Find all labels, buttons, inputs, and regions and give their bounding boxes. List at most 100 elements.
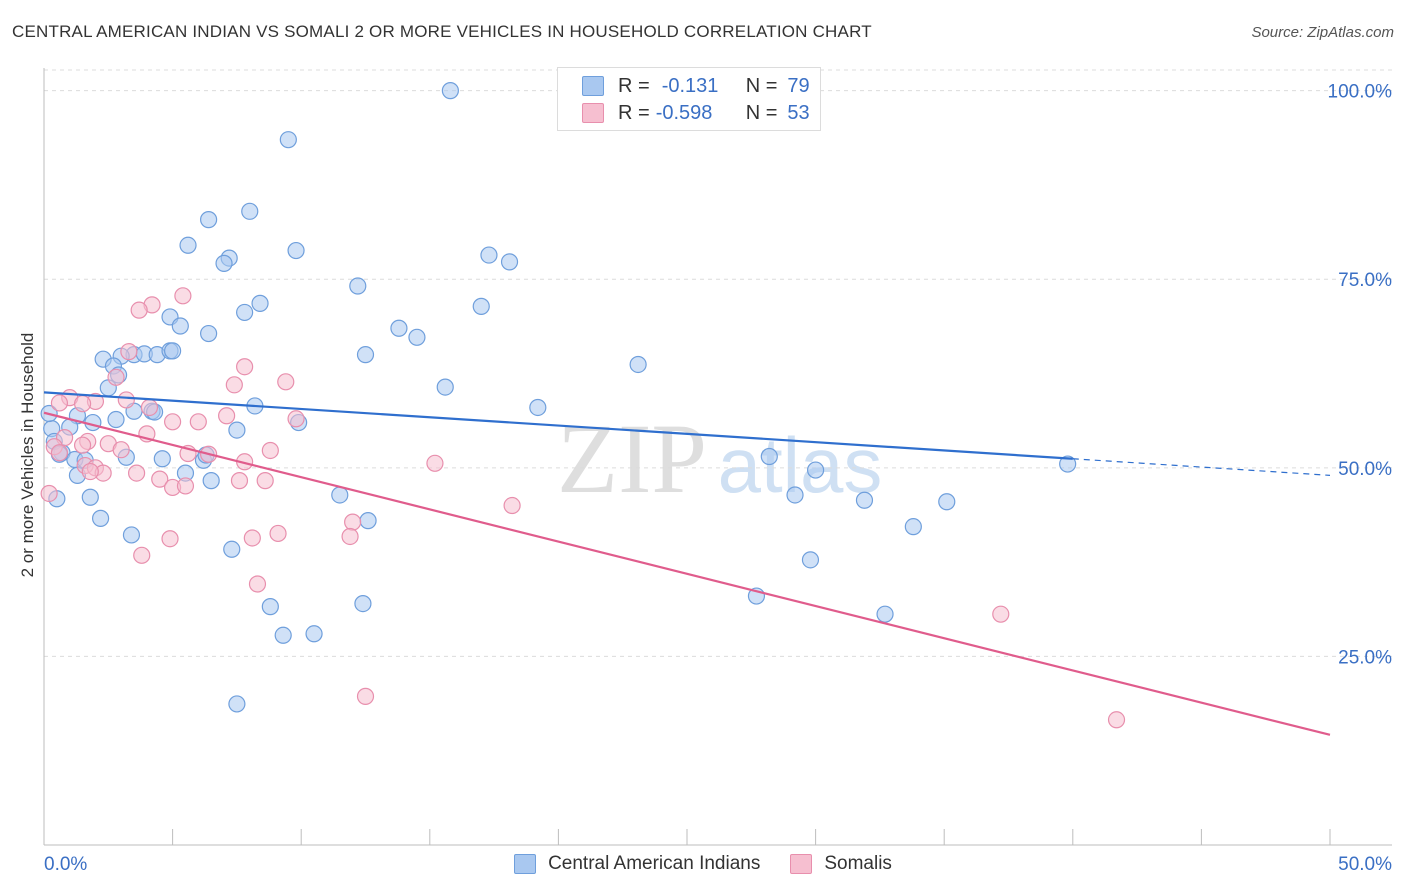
data-point (248, 575, 267, 593)
data-point (81, 462, 99, 481)
data-point (480, 246, 498, 264)
data-point (269, 524, 287, 543)
data-point (228, 695, 246, 713)
data-point (441, 82, 459, 100)
data-point (876, 605, 894, 623)
data-point (279, 131, 297, 149)
data-point (91, 509, 110, 527)
data-point (130, 301, 148, 319)
data-point (356, 346, 375, 364)
data-point (153, 450, 171, 468)
legend-swatch-blue (514, 854, 537, 874)
data-point (806, 461, 825, 479)
data-point (274, 626, 292, 644)
stats-legend-row-central-american-indians: R = -0.131 N = 79 (582, 74, 810, 98)
data-point (236, 303, 254, 322)
data-point (472, 297, 490, 315)
data-point (251, 294, 269, 312)
n-value: 79 (787, 74, 810, 97)
trend-line-extension (1072, 458, 1331, 476)
data-point (228, 421, 246, 439)
data-point (855, 491, 874, 509)
series-legend: Central American Indians Somalis (0, 852, 1406, 876)
x-tick-label-min: 0.0% (44, 854, 87, 875)
n-value: 53 (787, 101, 810, 124)
data-point (50, 394, 69, 412)
data-point (200, 211, 218, 229)
data-point (261, 598, 279, 616)
data-point (241, 202, 259, 220)
data-point (236, 358, 254, 376)
data-point (243, 529, 261, 547)
data-point (107, 368, 125, 386)
data-point (73, 395, 92, 413)
trend-line-somalis (43, 411, 1331, 736)
data-point (1107, 711, 1126, 729)
data-point (426, 454, 444, 472)
data-point (122, 526, 141, 544)
data-point (904, 518, 922, 536)
series-somalis (40, 287, 1126, 729)
data-point (218, 407, 236, 425)
watermark: ZIP atlas (557, 403, 882, 514)
data-point (140, 398, 159, 417)
data-point (261, 441, 279, 460)
data-point (189, 413, 207, 431)
data-point (171, 317, 189, 335)
x-ticks (43, 829, 1331, 845)
data-point (112, 441, 130, 459)
data-point (356, 687, 375, 705)
data-point (223, 540, 241, 558)
data-point (938, 493, 956, 511)
trend-line-central-american-indians (43, 391, 1073, 460)
data-point (287, 241, 305, 260)
data-point (176, 477, 195, 495)
legend-label: Central American Indians (548, 853, 761, 874)
data-point (629, 355, 647, 374)
data-point (256, 472, 274, 490)
legend-item-somalis[interactable]: Somalis (790, 853, 892, 875)
r-value: -0.598 (655, 101, 713, 124)
data-point (786, 486, 804, 504)
r-value: -0.131 (661, 74, 719, 97)
data-point (50, 444, 69, 462)
data-point (117, 391, 135, 409)
data-points (40, 82, 1126, 729)
x-tick-labels: 0.0% 50.0% (44, 854, 1392, 875)
data-point (277, 373, 295, 391)
trend-lines (43, 391, 1331, 736)
r-label: R = (618, 101, 650, 124)
data-point (305, 625, 323, 643)
data-point (161, 530, 179, 548)
data-point (992, 605, 1010, 623)
r-label: R = (618, 74, 650, 97)
data-point (760, 447, 778, 466)
watermark-zip: ZIP (557, 403, 707, 514)
data-point (503, 496, 521, 515)
legend-swatch-pink (582, 103, 604, 123)
data-point (200, 324, 218, 343)
data-point (120, 343, 138, 361)
stats-legend: R = -0.131 N = 79 R = -0.598 N = 53 (557, 67, 821, 131)
legend-item-central-american-indians[interactable]: Central American Indians (514, 853, 760, 875)
data-point (164, 413, 182, 431)
y-tick-label: 50.0% (1338, 459, 1392, 480)
data-point (215, 254, 233, 272)
data-point (1059, 455, 1077, 473)
data-point (73, 436, 92, 454)
source-label: Source: ZipAtlas.com (1251, 24, 1394, 41)
series-central-american-indians (40, 82, 1077, 713)
legend-swatch-blue (582, 76, 604, 96)
y-tick-label: 75.0% (1338, 270, 1392, 291)
legend-swatch-pink (790, 854, 813, 874)
data-point (107, 410, 125, 429)
y-tick-label: 100.0% (1328, 82, 1393, 103)
data-point (230, 472, 249, 490)
data-point (287, 410, 305, 428)
data-point (349, 277, 367, 295)
data-point (127, 464, 146, 482)
data-point (40, 484, 58, 503)
x-tick-label-max: 50.0% (1338, 854, 1392, 875)
data-point (164, 342, 182, 360)
